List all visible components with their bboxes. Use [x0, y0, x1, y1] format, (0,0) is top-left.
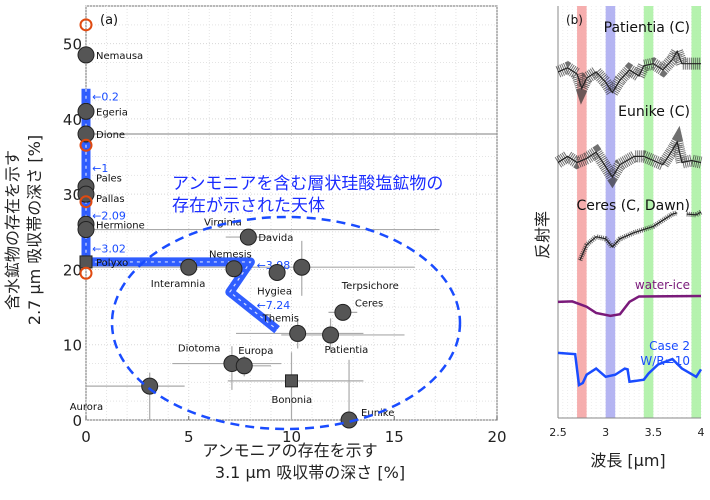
x-tick-label: 3: [602, 426, 609, 439]
model-label: ←3.02: [92, 242, 126, 255]
y-tick-label: 10: [63, 337, 82, 355]
panel-label-b: (b): [566, 13, 583, 27]
asteroid-marker: [268, 263, 286, 281]
asteroid-marker: [225, 260, 243, 278]
asteroid-marker: [293, 258, 311, 276]
y-axis-label: 2.7 μm 吸収帯の深さ [%]: [25, 135, 44, 325]
orange-open-circle: [79, 195, 93, 209]
asteroid-marker: [239, 228, 257, 246]
model-label: ←7.24: [257, 299, 291, 312]
series-label-2: W/R=10: [640, 354, 690, 368]
spectrum-line: [557, 49, 701, 94]
x-axis-label: 3.1 μm 吸収帯の深さ [%]: [215, 463, 405, 482]
asteroid-label: Eunike: [361, 408, 394, 419]
x-tick-label: 3.5: [645, 426, 663, 439]
asteroid-label: Terpsichore: [341, 281, 399, 292]
panel-a: 0510152001020304050(a)←0.2←1←2.09←3.02←3…: [3, 5, 507, 482]
x-tick-label: 20: [487, 428, 506, 446]
y-axis-label: 含水鉱物の存在を示す: [3, 150, 22, 310]
orange-open-circle: [79, 18, 93, 32]
y-tick-label: 20: [63, 261, 82, 279]
x-tick-label: 2.5: [549, 426, 567, 439]
x-axis-label: アンモニアの存在を示す: [202, 441, 377, 460]
panel-b: 2.5 3 3.5 4 (b) Patientia (C) Eunike (C) Ceres …: [533, 6, 705, 470]
series-label: Patientia (C): [604, 20, 690, 36]
model-label: ←1: [92, 162, 108, 175]
highlight-ellipse: [110, 215, 462, 431]
asteroid-label: Bononia: [272, 395, 313, 406]
asteroid-marker: [334, 303, 352, 321]
asteroid-label: Themis: [262, 313, 299, 324]
x-tick-label: 5: [184, 428, 194, 446]
x-tick-label: 15: [385, 428, 404, 446]
y-axis-label: 反射率: [533, 211, 552, 259]
y-tick-label: 40: [63, 111, 82, 129]
asteroid-label: Nemesis: [209, 250, 252, 261]
asteroid-label: Patientia: [325, 345, 369, 356]
y-tick-label: 50: [63, 36, 82, 54]
annotation-text: アンモニアを含む層状珪酸塩鉱物の: [172, 174, 443, 194]
x-tick-label: 10: [282, 428, 301, 446]
asteroid-label: Hermione: [96, 220, 145, 231]
asteroid-label: Egeria: [96, 107, 128, 118]
orange-open-circle: [79, 138, 93, 152]
asteroid-marker: [77, 221, 95, 239]
asteroid-label: Ceres: [355, 298, 383, 309]
absorption-band: [643, 6, 654, 418]
absorption-band: [691, 6, 701, 418]
x-tick-label: 4: [698, 426, 705, 439]
spectrum-line: [579, 212, 678, 261]
x-tick-label: 0: [81, 428, 91, 446]
asteroid-label: Dione: [96, 130, 125, 141]
x-axis-label: 波長 [μm]: [590, 451, 665, 470]
spectrum-line: [557, 140, 702, 179]
panel-label-a: (a): [100, 13, 118, 28]
asteroid-marker: [180, 258, 198, 276]
absorption-band: [577, 6, 587, 418]
asteroid-marker: [77, 46, 95, 64]
asteroid-label: Polyxo: [96, 258, 128, 269]
model-label: ←2.09: [92, 209, 126, 222]
asteroid-marker: [77, 125, 95, 143]
asteroid-label: Nemausa: [96, 51, 143, 62]
asteroid-label: Davida: [258, 233, 293, 244]
asteroid-label: Pales: [96, 174, 122, 185]
series-label: Ceres (C, Dawn): [577, 198, 690, 214]
model-curve-markers: [85, 88, 278, 331]
asteroid-label: Aurora: [70, 402, 103, 413]
annotation-text: 存在が示された天体: [172, 196, 325, 216]
asteroid-marker-square: [79, 255, 93, 269]
asteroid-marker-square: [285, 374, 298, 388]
asteroid-marker: [289, 324, 307, 342]
asteroid-marker: [235, 357, 253, 375]
series-label: Case 2: [649, 339, 690, 353]
y-tick-label: 0: [72, 412, 82, 430]
spectrum-line: [557, 351, 703, 388]
orange-open-circle: [79, 266, 93, 280]
asteroid-label: Diotoma: [178, 344, 221, 355]
spectrum-line: [686, 211, 702, 216]
asteroid-label: Hygiea: [257, 286, 292, 297]
asteroid-marker: [141, 377, 159, 395]
series-label: Eunike (C): [618, 104, 690, 120]
asteroid-label: Europa: [238, 346, 273, 357]
asteroid-label: Interamnia: [151, 279, 206, 290]
asteroid-marker: [77, 102, 95, 120]
model-label: ←0.2: [92, 90, 119, 103]
asteroid-marker: [322, 326, 340, 344]
asteroid-label: Pallas: [96, 194, 125, 205]
absorption-band: [605, 6, 616, 418]
y-tick-label: 30: [63, 186, 82, 204]
spectrum-line: [557, 294, 702, 318]
series-label: water-ice: [635, 278, 690, 292]
